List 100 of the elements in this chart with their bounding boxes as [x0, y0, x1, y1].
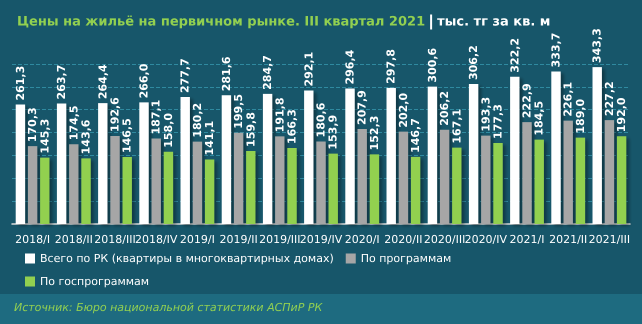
x-tick-label: 2021/II	[549, 233, 588, 246]
data-label: 153,9	[326, 114, 340, 150]
bar	[493, 142, 503, 224]
bar	[481, 136, 490, 224]
x-tick-label: 2020/I	[344, 233, 380, 246]
data-label: 141,1	[203, 120, 216, 156]
bar	[616, 136, 626, 224]
bar	[452, 148, 462, 224]
data-label: 158,0	[162, 112, 175, 148]
data-label: 166,3	[286, 109, 298, 144]
data-label: 193,3	[479, 96, 492, 132]
data-label: 207,9	[356, 90, 369, 125]
x-tick-label: 2018/III	[94, 233, 136, 246]
data-label: 277,7	[178, 58, 192, 94]
data-label: 170,3	[26, 107, 40, 142]
legend-label: Всего по РК (квартиры в многоквартирных домах)	[40, 252, 334, 265]
bar	[386, 88, 396, 224]
bar	[262, 94, 272, 224]
bar	[468, 84, 478, 224]
bar	[192, 142, 202, 224]
data-label: 284,7	[261, 55, 274, 90]
bar	[358, 128, 367, 224]
bar	[222, 95, 232, 224]
bar	[28, 146, 38, 224]
data-label: 167,1	[450, 108, 464, 144]
bar	[316, 141, 326, 224]
legend-label: По госпрограммам	[40, 275, 150, 288]
data-label: 306,2	[467, 45, 480, 80]
data-label: 206,2	[438, 90, 452, 126]
data-label: 143,6	[80, 119, 92, 154]
x-tick-label: 2018/II	[54, 233, 93, 246]
bar	[534, 140, 544, 224]
bar	[246, 150, 256, 224]
bar	[398, 132, 408, 224]
data-label: 263,7	[55, 64, 68, 100]
data-label: 266,0	[138, 63, 150, 98]
data-label: 184,5	[532, 100, 546, 136]
x-tick-label: 2018/IV	[134, 233, 178, 246]
bar	[110, 136, 120, 224]
data-label: 191,8	[273, 98, 286, 132]
data-label: 177,3	[492, 104, 504, 139]
data-label: 174,5	[67, 105, 80, 140]
data-label: 180,2	[190, 102, 204, 138]
x-tick-label: 2018/I	[15, 233, 50, 246]
x-tick-label: 2020/II	[384, 233, 422, 246]
data-label: 180,6	[314, 102, 328, 138]
bar	[604, 120, 614, 224]
bar	[522, 122, 532, 224]
bar	[234, 132, 244, 224]
bar	[56, 103, 66, 224]
data-label: 199,5	[232, 94, 246, 129]
bar	[122, 157, 132, 224]
data-label: 292,1	[302, 52, 316, 86]
data-label: 192,0	[615, 97, 628, 132]
data-label: 281,6	[220, 56, 233, 92]
data-label: 146,7	[409, 118, 422, 153]
bar	[592, 67, 602, 224]
x-tick-label: 2020/IV	[464, 233, 508, 246]
data-label: 189,0	[574, 98, 587, 134]
bar	[428, 86, 438, 224]
bar	[564, 120, 573, 224]
x-tick-label: 2021/I	[510, 233, 544, 246]
data-label: 296,4	[344, 49, 356, 85]
bar	[164, 152, 174, 224]
data-label: 264,4	[96, 64, 110, 100]
bar	[275, 136, 284, 224]
bar	[69, 144, 78, 224]
bar	[287, 148, 297, 224]
chart-subtitle: тыс. тг за кв. м	[437, 14, 550, 30]
bar	[98, 103, 108, 224]
data-label: 192,6	[108, 96, 122, 132]
bar	[440, 130, 450, 224]
data-label: 261,3	[14, 66, 27, 101]
bar	[576, 138, 586, 224]
data-label: 146,5	[120, 118, 134, 154]
bar	[370, 154, 380, 224]
bar	[345, 88, 355, 224]
x-tick-label: 2020/III	[424, 233, 466, 246]
data-label: 300,6	[426, 47, 439, 83]
data-label: 333,7	[550, 32, 562, 68]
data-label: 226,1	[562, 82, 575, 117]
bar	[40, 158, 50, 224]
bar	[551, 71, 561, 224]
data-label: 222,9	[520, 83, 534, 118]
bar	[16, 104, 26, 224]
text: Источник: Бюро национальной статистики АСПиР РК	[14, 301, 324, 314]
data-label: 322,2	[508, 38, 522, 73]
bar	[139, 102, 149, 224]
x-tick-label: 2019/I	[180, 233, 215, 246]
bar	[152, 138, 161, 224]
data-label: 152,3	[368, 116, 381, 150]
data-label: 227,2	[602, 81, 616, 116]
x-tick-label: 2021/III	[588, 233, 630, 246]
x-tick-label: 2019/II	[220, 233, 258, 246]
bar	[180, 97, 190, 224]
bar	[304, 90, 314, 224]
chart-title: Цены на жильё на первичном рынке. III квартал 2021	[17, 14, 426, 30]
data-label: 202,0	[396, 92, 410, 128]
bar	[510, 76, 520, 224]
bar	[204, 159, 214, 224]
